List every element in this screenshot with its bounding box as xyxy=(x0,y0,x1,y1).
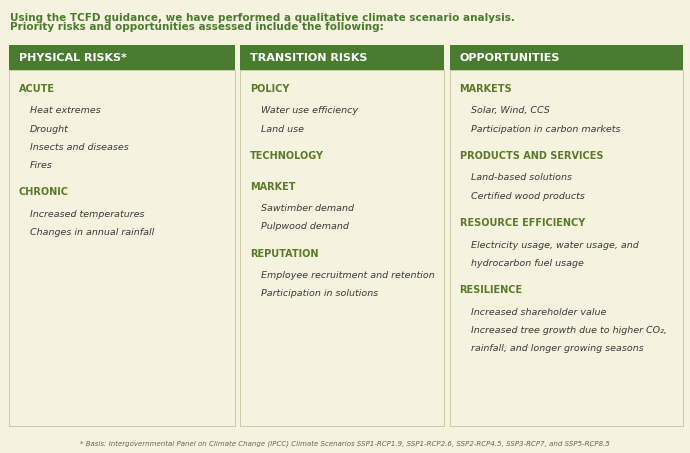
Text: Sawtimber demand: Sawtimber demand xyxy=(261,204,354,213)
Text: CHRONIC: CHRONIC xyxy=(19,187,68,197)
Text: Participation in solutions: Participation in solutions xyxy=(261,289,378,299)
Text: ACUTE: ACUTE xyxy=(19,84,55,94)
Text: Using the TCFD guidance, we have performed a qualitative climate scenario analys: Using the TCFD guidance, we have perform… xyxy=(10,13,515,23)
Text: Fires: Fires xyxy=(30,161,52,170)
Text: Increased tree growth due to higher CO₂,: Increased tree growth due to higher CO₂, xyxy=(471,326,667,335)
FancyBboxPatch shape xyxy=(450,70,683,426)
Text: Changes in annual rainfall: Changes in annual rainfall xyxy=(30,228,154,237)
Text: Land-based solutions: Land-based solutions xyxy=(471,173,571,183)
Text: Increased shareholder value: Increased shareholder value xyxy=(471,308,606,317)
Text: MARKETS: MARKETS xyxy=(460,84,512,94)
FancyBboxPatch shape xyxy=(9,45,235,70)
Text: * Basis: Intergovernmental Panel on Climate Change (IPCC) Climate Scenarios SSP1: * Basis: Intergovernmental Panel on Clim… xyxy=(80,441,610,447)
Text: Electricity usage, water usage, and: Electricity usage, water usage, and xyxy=(471,241,638,250)
Text: RESOURCE EFFICIENCY: RESOURCE EFFICIENCY xyxy=(460,218,585,228)
Text: RESILIENCE: RESILIENCE xyxy=(460,285,522,295)
Text: rainfall, and longer growing seasons: rainfall, and longer growing seasons xyxy=(471,344,643,353)
Text: PHYSICAL RISKS*: PHYSICAL RISKS* xyxy=(19,53,126,63)
Text: Heat extremes: Heat extremes xyxy=(30,106,101,116)
Text: TECHNOLOGY: TECHNOLOGY xyxy=(250,151,324,161)
Text: Participation in carbon markets: Participation in carbon markets xyxy=(471,125,620,134)
Text: hydrocarbon fuel usage: hydrocarbon fuel usage xyxy=(471,259,584,268)
Text: Solar, Wind, CCS: Solar, Wind, CCS xyxy=(471,106,549,116)
Text: MARKET: MARKET xyxy=(250,182,295,192)
Text: REPUTATION: REPUTATION xyxy=(250,249,318,259)
Text: Priority risks and opportunities assessed include the following:: Priority risks and opportunities assesse… xyxy=(10,22,384,32)
Text: Land use: Land use xyxy=(261,125,304,134)
Text: POLICY: POLICY xyxy=(250,84,289,94)
Text: OPPORTUNITIES: OPPORTUNITIES xyxy=(460,53,560,63)
Text: Drought: Drought xyxy=(30,125,68,134)
FancyBboxPatch shape xyxy=(240,70,444,426)
Text: Pulpwood demand: Pulpwood demand xyxy=(261,222,348,231)
Text: PRODUCTS AND SERVICES: PRODUCTS AND SERVICES xyxy=(460,151,603,161)
FancyBboxPatch shape xyxy=(240,45,444,70)
FancyBboxPatch shape xyxy=(9,70,235,426)
Text: Increased temperatures: Increased temperatures xyxy=(30,210,144,219)
FancyBboxPatch shape xyxy=(450,45,683,70)
Text: Employee recruitment and retention: Employee recruitment and retention xyxy=(261,271,435,280)
Text: Certified wood products: Certified wood products xyxy=(471,192,584,201)
Text: Water use efficiency: Water use efficiency xyxy=(261,106,358,116)
Text: TRANSITION RISKS: TRANSITION RISKS xyxy=(250,53,367,63)
Text: Insects and diseases: Insects and diseases xyxy=(30,143,128,152)
